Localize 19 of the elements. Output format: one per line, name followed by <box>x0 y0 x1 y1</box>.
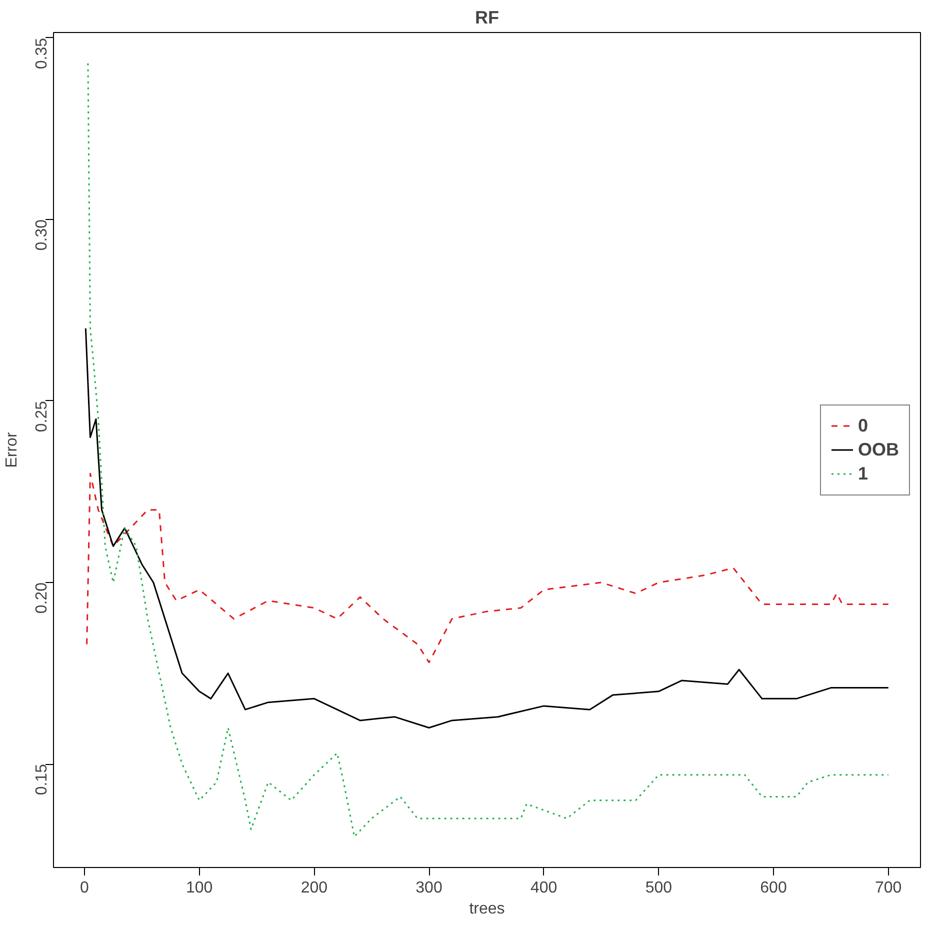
y-tick-label: 0.35 <box>34 38 50 70</box>
legend-label: 0 <box>858 415 869 436</box>
x-tick-label: 100 <box>186 880 213 896</box>
legend-label: 1 <box>858 463 869 484</box>
chart-title: RF <box>475 8 500 28</box>
x-tick-label: 300 <box>416 880 442 896</box>
x-tick-label: 400 <box>530 880 558 896</box>
y-tick-label: 0.30 <box>34 219 50 251</box>
y-tick-label: 0.25 <box>34 400 50 432</box>
legend-label: OOB <box>858 439 899 460</box>
x-tick-label: 200 <box>300 880 328 896</box>
y-axis-title: Error <box>4 432 20 468</box>
x-tick-label: 500 <box>645 880 672 896</box>
x-axis-title: trees <box>469 900 505 918</box>
y-tick-label: 0.15 <box>34 764 50 796</box>
x-tick-label: 600 <box>760 880 787 896</box>
y-tick-label: 0.20 <box>34 582 50 614</box>
x-tick-label: 0 <box>80 880 90 896</box>
x-tick-label: 700 <box>875 880 902 896</box>
